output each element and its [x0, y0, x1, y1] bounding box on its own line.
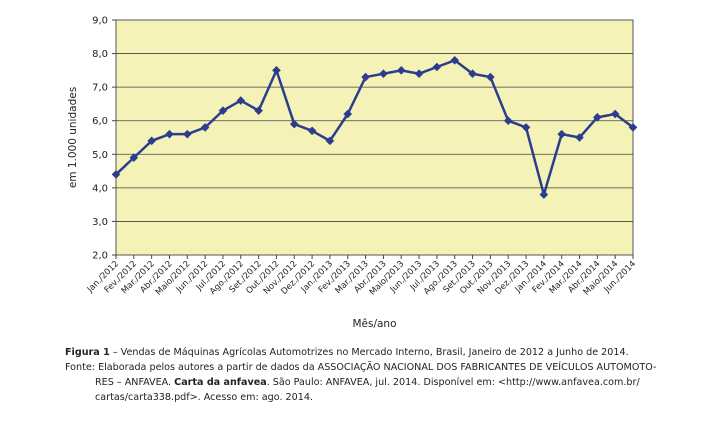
y-axis-label: em 1.000 unidades — [67, 87, 79, 188]
data-point — [414, 69, 424, 79]
y-tick-label: 7,0 — [92, 83, 108, 94]
source-text-b: . São Paulo: ANFAVEA, jul. 2014. Disponí… — [266, 377, 640, 388]
y-tick-label: 6,0 — [92, 116, 108, 127]
figure-caption: Figura 1 – Vendas de Máquinas Agrícolas … — [65, 346, 629, 361]
data-point — [236, 96, 246, 105]
data-point — [628, 123, 638, 132]
y-tick-label: 8,0 — [92, 49, 108, 60]
data-point — [557, 129, 566, 139]
data-point — [129, 153, 139, 162]
data-point — [486, 72, 495, 82]
source-title: Carta da anfavea — [174, 377, 267, 388]
data-point — [325, 136, 335, 146]
data-point — [539, 190, 549, 199]
y-tick-label: 5,0 — [92, 150, 108, 161]
data-point — [307, 126, 317, 136]
y-tick-labels: 2,0 3,0 4,0 5,0 6,0 7,0 8,0 9,0 — [92, 16, 108, 262]
data-point — [610, 109, 620, 119]
y-tick-label: 4,0 — [92, 183, 108, 194]
source-line-3: cartas/carta338.pdf>. Acesso em: ago. 20… — [95, 392, 314, 403]
data-point — [593, 113, 602, 122]
data-point — [575, 133, 584, 142]
data-point — [147, 136, 156, 146]
data-point — [254, 106, 263, 115]
source-line-1: Fonte: Elaborada pelos autores a partir … — [65, 362, 657, 373]
data-point — [343, 109, 353, 119]
y-tick-label: 9,0 — [92, 16, 108, 27]
data-point — [272, 66, 281, 75]
data-point — [218, 106, 228, 115]
y-tick-label: 2,0 — [92, 251, 108, 262]
data-point — [396, 66, 406, 75]
data-point — [503, 116, 513, 126]
data-point — [111, 170, 121, 179]
data-point — [165, 129, 174, 139]
data-point — [432, 62, 442, 72]
plot-area — [115, 19, 634, 256]
data-point — [450, 55, 460, 65]
x-axis-label: Mês/ano — [352, 318, 396, 330]
source-text-a: RES – ANFAVEA. — [95, 377, 175, 388]
figure-label: Figura 1 — [65, 347, 110, 358]
data-point — [200, 123, 210, 132]
data-point — [183, 129, 192, 139]
data-point — [521, 123, 531, 132]
data-point — [468, 69, 477, 79]
x-tick-labels: Jan./2012Fev./2012Mar./2012Abr./2012Maio… — [85, 255, 638, 298]
series-markers — [111, 55, 638, 199]
figure-text: – Vendas de Máquinas Agrícolas Automotri… — [109, 347, 629, 358]
data-point — [379, 69, 388, 79]
y-tick-label: 3,0 — [92, 217, 108, 228]
source-line-2: RES – ANFAVEA. Carta da anfavea. São Pau… — [95, 376, 640, 391]
data-point — [361, 72, 370, 82]
data-point — [289, 119, 299, 129]
line-chart: 2,0 3,0 4,0 5,0 6,0 7,0 8,0 9,0 Jan./2012Fev./2… — [67, 16, 638, 331]
